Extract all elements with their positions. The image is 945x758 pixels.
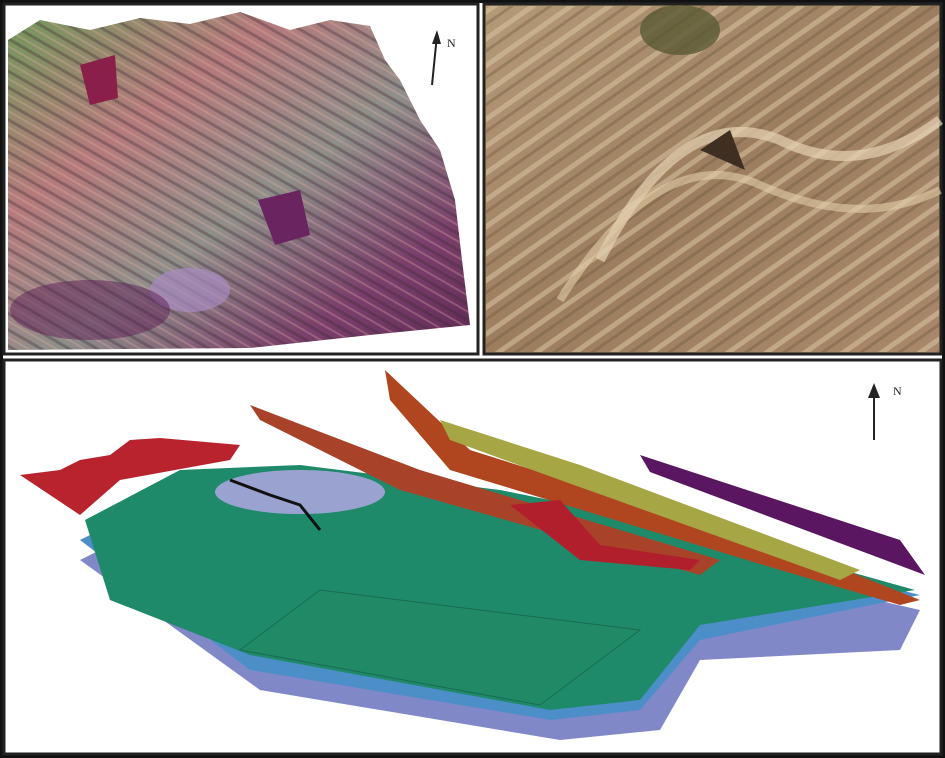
layer-basin bbox=[215, 470, 385, 514]
shadow bbox=[700, 130, 745, 170]
rock-photo-panel bbox=[482, 2, 943, 356]
shrub bbox=[640, 5, 720, 55]
terrain-panel: N bbox=[2, 2, 480, 356]
layer-orange-2 bbox=[385, 370, 920, 605]
model-panel: N bbox=[2, 358, 943, 756]
north-arrow-head bbox=[868, 383, 880, 398]
terrain-patch bbox=[150, 268, 230, 312]
layer-purple bbox=[640, 455, 925, 575]
layer-red bbox=[20, 438, 240, 515]
layer-orange bbox=[250, 405, 720, 575]
fold bbox=[556, 171, 942, 303]
terrain-patch bbox=[10, 280, 170, 340]
fold bbox=[595, 115, 943, 263]
layer-green-top bbox=[238, 589, 642, 706]
north-arrow-head bbox=[432, 30, 441, 44]
north-label: N bbox=[893, 384, 902, 398]
terrain-patch bbox=[80, 55, 118, 105]
terrain-patch bbox=[258, 190, 310, 245]
terrain-ridges bbox=[8, 12, 470, 350]
fault-trace bbox=[229, 478, 322, 531]
layer-red-2 bbox=[510, 500, 700, 570]
north-label: N bbox=[447, 36, 456, 50]
layer-olive bbox=[440, 420, 860, 580]
